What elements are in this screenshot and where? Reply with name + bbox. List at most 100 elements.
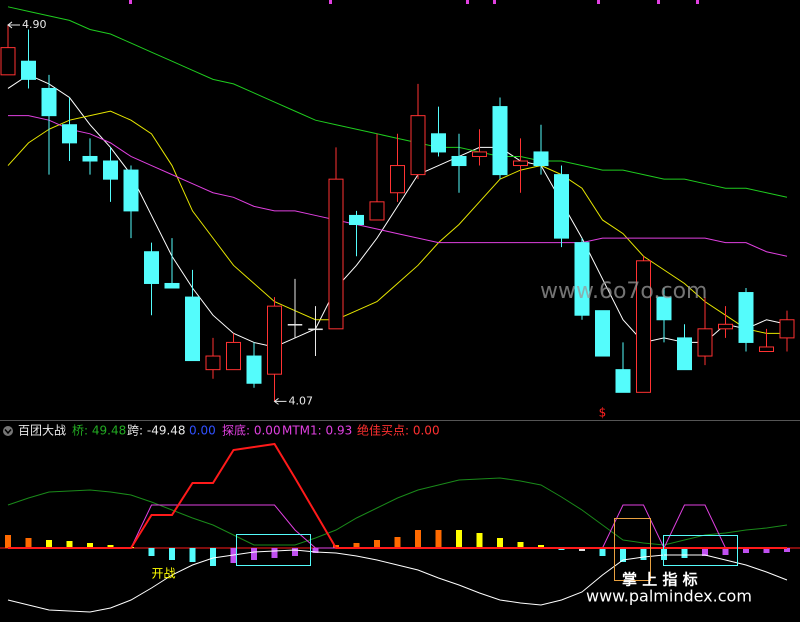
candle-body	[533, 151, 549, 167]
marker	[329, 0, 332, 4]
candle-body	[144, 251, 159, 284]
candle-body	[431, 133, 446, 153]
candle-body	[779, 319, 795, 339]
candle-body	[759, 346, 774, 353]
watermark: www.palmindex.com	[586, 587, 752, 606]
bar	[476, 533, 483, 548]
readout-item: 桥: 49.48	[72, 424, 126, 438]
annotation-arrow	[7, 21, 20, 29]
bar-label: 开战	[152, 567, 176, 581]
highlight-box	[663, 535, 738, 566]
bar	[620, 548, 626, 562]
bar	[169, 548, 175, 560]
bar	[538, 545, 544, 548]
bar	[251, 548, 257, 560]
highlight-boxes	[236, 518, 738, 581]
marker	[597, 0, 600, 4]
annotation-label: 4.90	[22, 18, 47, 31]
candle-body	[41, 87, 57, 117]
bar	[374, 540, 380, 548]
bar	[353, 543, 360, 548]
bar	[46, 540, 52, 548]
watermark: 掌 上 指 标	[622, 571, 698, 589]
candle-body	[349, 214, 364, 226]
candle-body	[410, 115, 426, 176]
candle-body	[513, 160, 528, 167]
bar	[189, 548, 196, 562]
candle-body	[554, 174, 569, 239]
candle-body	[267, 305, 282, 375]
bar	[681, 548, 688, 558]
watermark: www.6o7o.com	[540, 279, 707, 304]
bar	[107, 545, 114, 548]
annotation-arrow	[273, 397, 287, 405]
candle-body	[308, 328, 323, 331]
candle-body	[103, 160, 118, 180]
collapse-chevron	[4, 429, 12, 435]
plot-area: 4.90 4.07 $ 开战	[0, 6, 800, 613]
readout-item: 跨: -49.48	[127, 424, 186, 438]
candle-body	[677, 337, 692, 371]
bar	[210, 548, 216, 566]
candle-body	[62, 124, 77, 144]
bar	[87, 543, 93, 548]
indicator-line	[7, 477, 788, 546]
bar	[456, 530, 462, 548]
candle-body	[287, 324, 303, 326]
moving-average-line	[7, 110, 787, 334]
candle-body	[246, 355, 262, 384]
bar	[517, 542, 524, 548]
indicator-line	[8, 442, 787, 549]
marker	[129, 0, 132, 4]
candle-body	[185, 296, 200, 362]
candle-body	[492, 106, 508, 176]
bar	[148, 548, 155, 556]
readout-item: 百团大战	[18, 424, 66, 438]
bar	[415, 530, 421, 548]
bar	[579, 548, 585, 551]
readout-item: 0.00	[189, 424, 216, 438]
top-markers	[129, 0, 699, 4]
indicator-line	[7, 549, 788, 613]
moving-average-line	[8, 115, 788, 257]
readout-item: 绝佳买点: 0.00	[357, 423, 440, 438]
bar	[784, 548, 790, 552]
candle-body	[615, 369, 631, 393]
candle-body	[369, 201, 385, 221]
candle-body	[21, 60, 36, 80]
candle-body	[0, 47, 16, 76]
candle-body	[328, 178, 344, 330]
bar	[763, 548, 770, 553]
candle-body	[164, 282, 180, 289]
bar	[25, 538, 32, 548]
candle-body	[390, 165, 405, 194]
marker	[493, 0, 496, 4]
bar	[312, 548, 319, 553]
candle-body	[123, 169, 139, 212]
signal-label: $	[599, 406, 607, 420]
candle-body	[595, 310, 610, 357]
annotation-label: 4.07	[289, 394, 314, 407]
highlight-box	[236, 534, 311, 566]
candle-body	[656, 296, 672, 321]
candle-body	[205, 355, 221, 371]
bar	[702, 548, 708, 556]
candle-body	[718, 323, 733, 330]
candle-body	[82, 155, 98, 162]
marker	[657, 0, 660, 4]
marker	[466, 0, 469, 4]
bar	[5, 535, 11, 548]
candle-body	[636, 260, 651, 393]
collapse-icon[interactable]	[3, 426, 13, 436]
bar	[722, 548, 729, 555]
bar	[640, 548, 647, 560]
readout-item: 探底: 0.00	[222, 423, 281, 438]
bar	[394, 537, 401, 548]
bar	[497, 538, 503, 548]
candle-body	[697, 328, 713, 357]
readout-item: MTM1: 0.93	[282, 424, 352, 438]
bar	[292, 548, 298, 556]
candle-body	[226, 341, 241, 371]
